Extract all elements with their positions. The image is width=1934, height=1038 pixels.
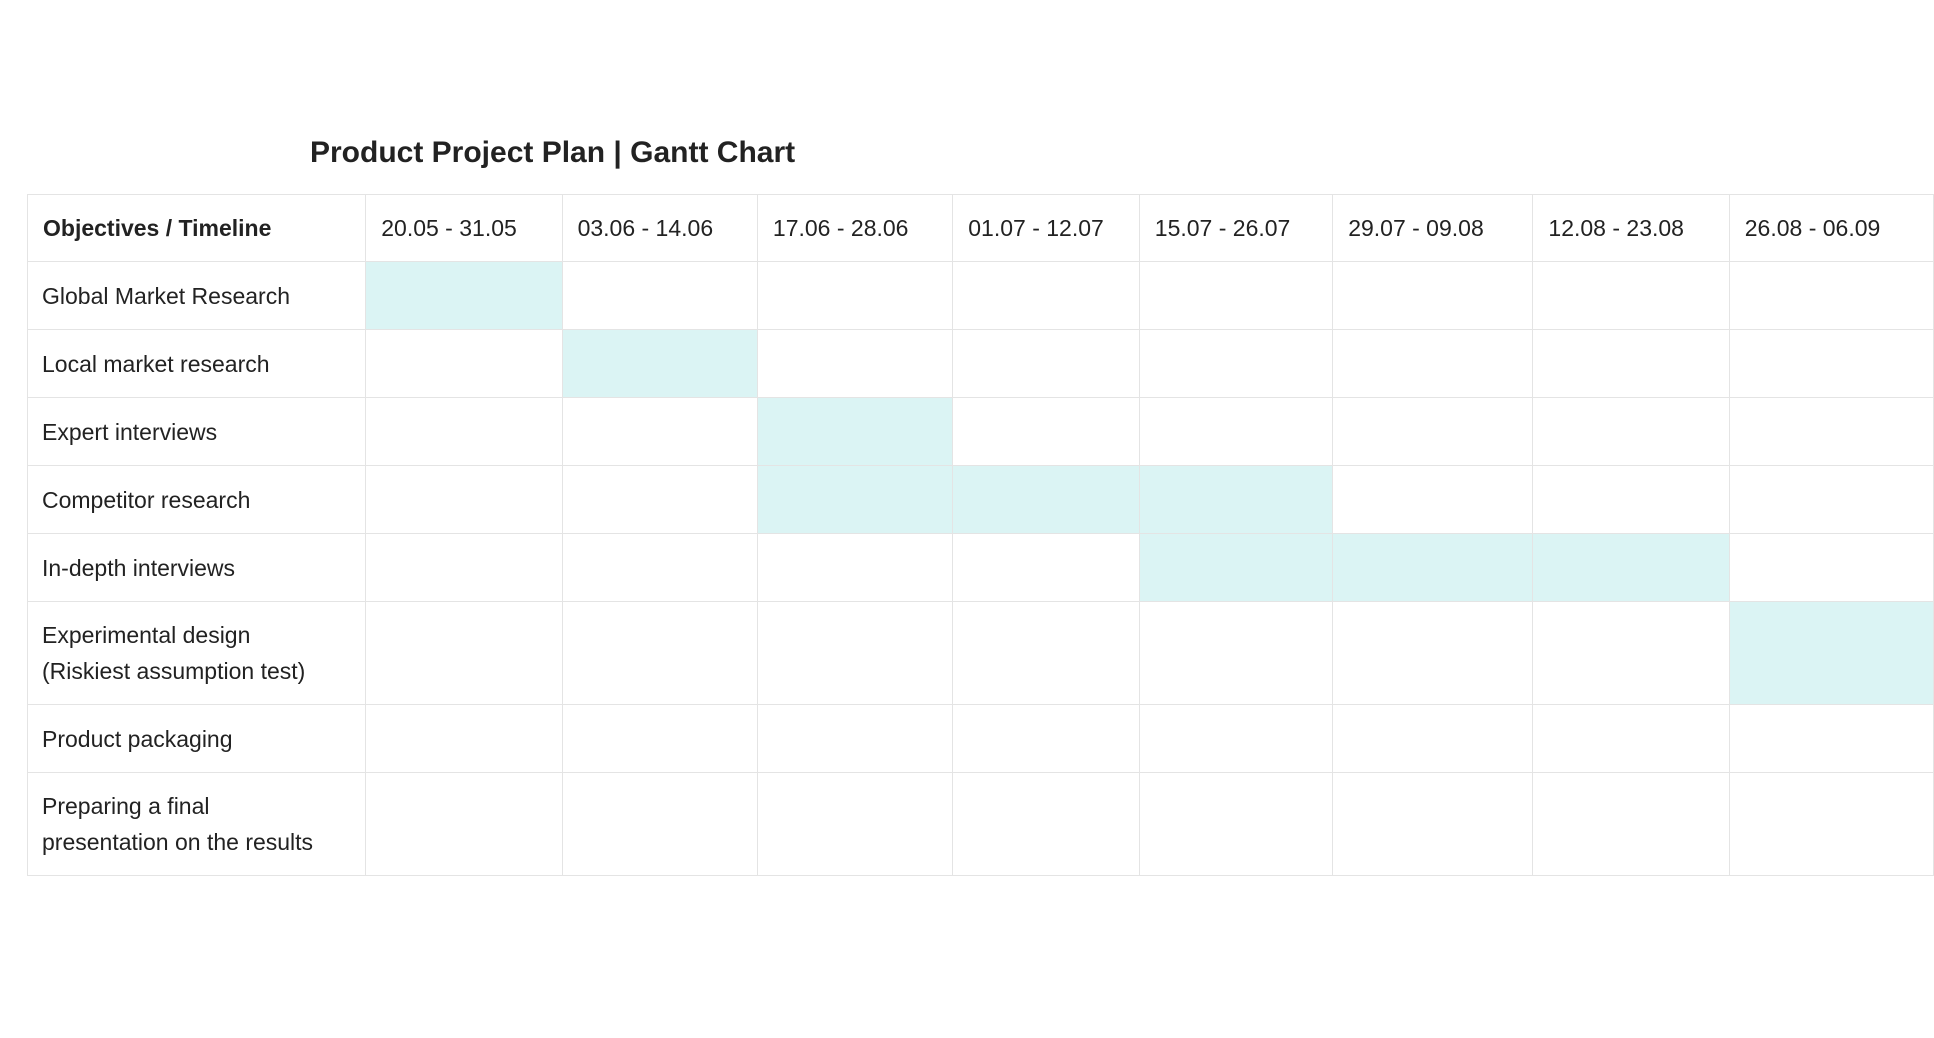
gantt-empty-cell — [952, 533, 1140, 602]
gantt-empty-cell — [1532, 329, 1730, 398]
gantt-empty-cell — [365, 704, 563, 773]
gantt-table: Objectives / Timeline 20.05 - 31.05 03.0… — [26, 194, 1934, 876]
gantt-empty-cell — [1728, 329, 1934, 398]
gantt-empty-cell — [1728, 261, 1934, 330]
gantt-empty-cell — [1138, 601, 1334, 705]
gantt-empty-cell — [365, 397, 563, 466]
gantt-empty-cell — [1138, 397, 1334, 466]
gantt-bar-cell — [952, 465, 1140, 534]
period-header: 20.05 - 31.05 — [365, 194, 563, 262]
gantt-empty-cell — [952, 772, 1140, 876]
chart-title: Product Project Plan | Gantt Chart — [310, 136, 796, 169]
task-row: Preparing a final presentation on the res… — [26, 772, 1934, 876]
task-name: Competitor research — [26, 465, 367, 534]
header-label: Objectives / Timeline — [26, 194, 367, 262]
gantt-empty-cell — [561, 772, 758, 876]
task-name: Expert interviews — [26, 397, 367, 466]
header-row: Objectives / Timeline 20.05 - 31.05 03.0… — [26, 194, 1934, 262]
task-row: Global Market Research — [26, 261, 1934, 330]
task-name: Local market research — [26, 329, 367, 398]
gantt-empty-cell — [561, 704, 758, 773]
gantt-empty-cell — [365, 329, 563, 398]
gantt-empty-cell — [1138, 329, 1334, 398]
gantt-empty-cell — [365, 465, 563, 534]
gantt-empty-cell — [561, 261, 758, 330]
gantt-empty-cell — [1728, 397, 1934, 466]
gantt-empty-cell — [1332, 601, 1534, 705]
gantt-empty-cell — [756, 704, 954, 773]
gantt-empty-cell — [1532, 397, 1730, 466]
period-header: 12.08 - 23.08 — [1532, 194, 1730, 262]
gantt-empty-cell — [365, 533, 563, 602]
gantt-empty-cell — [952, 329, 1140, 398]
gantt-bar-cell — [1138, 465, 1334, 534]
gantt-empty-cell — [1332, 261, 1534, 330]
task-row: Experimental design (Riskiest assumption … — [26, 601, 1934, 705]
gantt-empty-cell — [952, 704, 1140, 773]
period-header: 17.06 - 28.06 — [756, 194, 954, 262]
gantt-empty-cell — [365, 772, 563, 876]
gantt-empty-cell — [1332, 704, 1534, 773]
gantt-empty-cell — [756, 329, 954, 398]
task-row: Expert interviews — [26, 397, 1934, 466]
gantt-empty-cell — [1532, 261, 1730, 330]
gantt-empty-cell — [756, 601, 954, 705]
gantt-empty-cell — [365, 601, 563, 705]
gantt-empty-cell — [1532, 704, 1730, 773]
gantt-empty-cell — [1728, 772, 1934, 876]
task-name: Global Market Research — [26, 261, 367, 330]
gantt-empty-cell — [561, 397, 758, 466]
gantt-empty-cell — [1532, 465, 1730, 534]
gantt-bar-cell — [1138, 533, 1334, 602]
gantt-empty-cell — [561, 465, 758, 534]
task-row: Competitor research — [26, 465, 1934, 534]
gantt-empty-cell — [1728, 533, 1934, 602]
gantt-empty-cell — [1332, 465, 1534, 534]
gantt-empty-cell — [1332, 397, 1534, 466]
gantt-bar-cell — [756, 397, 954, 466]
gantt-empty-cell — [1728, 465, 1934, 534]
gantt-bar-cell — [1532, 533, 1730, 602]
period-header: 03.06 - 14.06 — [561, 194, 758, 262]
task-row: Local market research — [26, 329, 1934, 398]
gantt-empty-cell — [756, 261, 954, 330]
gantt-bar-cell — [1728, 601, 1934, 705]
task-name: Product packaging — [26, 704, 367, 773]
gantt-empty-cell — [1532, 601, 1730, 705]
period-header: 01.07 - 12.07 — [952, 194, 1140, 262]
gantt-empty-cell — [1532, 772, 1730, 876]
task-name: Experimental design (Riskiest assumption … — [26, 601, 367, 705]
period-header: 26.08 - 06.09 — [1728, 194, 1934, 262]
gantt-body: Global Market Research Local market resea… — [26, 261, 1934, 876]
task-row: In-depth interviews — [26, 533, 1934, 602]
task-row: Product packaging — [26, 704, 1934, 773]
gantt-bar-cell — [756, 465, 954, 534]
gantt-empty-cell — [952, 601, 1140, 705]
gantt-bar-cell — [1332, 533, 1534, 602]
gantt-empty-cell — [1138, 772, 1334, 876]
gantt-empty-cell — [756, 772, 954, 876]
gantt-empty-cell — [952, 397, 1140, 466]
gantt-empty-cell — [1332, 772, 1534, 876]
gantt-empty-cell — [1138, 704, 1334, 773]
gantt-empty-cell — [561, 533, 758, 602]
gantt-empty-cell — [952, 261, 1140, 330]
period-header: 15.07 - 26.07 — [1138, 194, 1334, 262]
gantt-bar-cell — [365, 261, 563, 330]
period-header: 29.07 - 09.08 — [1332, 194, 1534, 262]
gantt-empty-cell — [1332, 329, 1534, 398]
task-name: In-depth interviews — [26, 533, 367, 602]
gantt-empty-cell — [756, 533, 954, 602]
gantt-bar-cell — [561, 329, 758, 398]
task-name: Preparing a final presentation on the res… — [26, 772, 367, 876]
gantt-empty-cell — [1728, 704, 1934, 773]
gantt-empty-cell — [561, 601, 758, 705]
gantt-empty-cell — [1138, 261, 1334, 330]
